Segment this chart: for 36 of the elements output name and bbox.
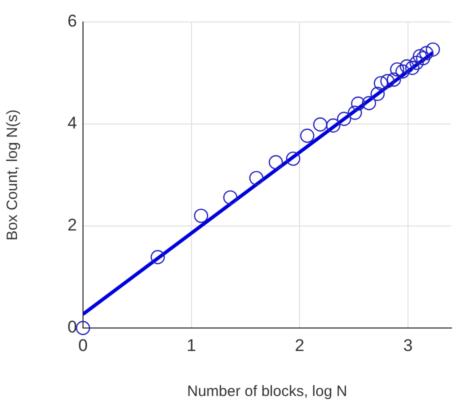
point — [395, 64, 410, 79]
point — [348, 106, 362, 120]
y-tick-label: 4 — [68, 114, 77, 133]
point — [405, 60, 420, 75]
point — [386, 72, 401, 87]
point — [370, 86, 385, 102]
point — [416, 51, 430, 66]
y-tick-label: 0 — [68, 318, 77, 337]
point — [249, 170, 264, 186]
x-axis-title: Number of blocks, log N — [187, 383, 348, 400]
point — [412, 49, 427, 64]
point — [426, 42, 440, 57]
point — [268, 155, 283, 170]
point — [410, 56, 424, 70]
point — [336, 112, 352, 126]
x-tick-label: 3 — [403, 336, 413, 355]
point — [150, 250, 165, 264]
point — [419, 46, 434, 60]
point — [351, 96, 366, 111]
x-tick-label: 1 — [186, 336, 196, 355]
y-tick-label: 6 — [68, 12, 77, 31]
y-tick-label: 2 — [68, 216, 77, 235]
point — [380, 74, 394, 88]
point — [194, 208, 208, 223]
x-tick-label: 2 — [294, 336, 304, 355]
point — [400, 59, 414, 74]
y-axis-title: Box Count, log N(s) — [4, 110, 22, 240]
point — [326, 118, 340, 133]
point — [390, 62, 404, 77]
point — [76, 320, 90, 336]
point — [313, 117, 328, 132]
point — [374, 76, 388, 90]
point — [300, 128, 314, 143]
point — [362, 96, 376, 110]
point — [223, 190, 238, 205]
point — [286, 152, 300, 166]
